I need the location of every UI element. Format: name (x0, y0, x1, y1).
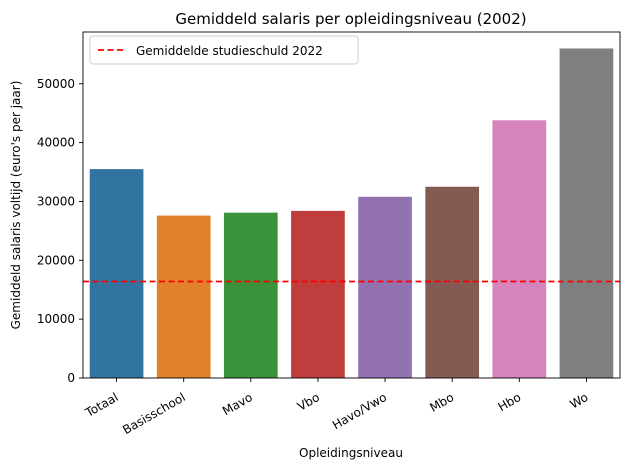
x-tick-label: Havo/Vwo (330, 390, 389, 432)
bar-basisschool (156, 215, 211, 378)
bar-hbo (492, 120, 547, 379)
y-tick-label: 0 (67, 371, 75, 385)
plot-frame (82, 31, 621, 379)
chart-title: Gemiddeld salaris per opleidingsniveau (… (175, 10, 526, 28)
bar-wo (559, 48, 614, 378)
x-tick-label: Mavo (220, 390, 255, 418)
y-tick-label: 30000 (37, 194, 75, 208)
legend-box (89, 35, 359, 65)
y-tick-label: 10000 (37, 312, 75, 326)
y-tick-label: 50000 (37, 77, 75, 91)
x-tick-label: Vbo (295, 390, 322, 414)
x-tick-label: Mbo (427, 390, 456, 415)
x-axis-label: Opleidingsniveau (299, 446, 403, 460)
x-tick-label: Wo (567, 390, 590, 411)
y-tick-label: 40000 (37, 136, 75, 150)
x-tick-label: Totaal (82, 390, 121, 420)
x-tick-label: Basisschool (120, 390, 188, 437)
bar-havo-vwo (358, 196, 412, 378)
legend: Gemiddelde studieschuld 2022 (89, 35, 359, 65)
legend-label: Gemiddelde studieschuld 2022 (136, 44, 323, 58)
bar-mavo (223, 212, 278, 378)
x-tick-label: Hbo (496, 390, 524, 414)
plot-layer: Totaal Basisschool Mavo Vbo Havo/Vwo Mbo Hbo Wo… (37, 31, 621, 437)
y-axis-label: Gemiddeld salaris voltijd (euro's per ja… (9, 81, 23, 330)
y-tick-label: 20000 (37, 253, 75, 267)
bar-totaal (89, 169, 144, 378)
bar-vbo (291, 210, 345, 378)
bar-mbo (425, 186, 480, 378)
